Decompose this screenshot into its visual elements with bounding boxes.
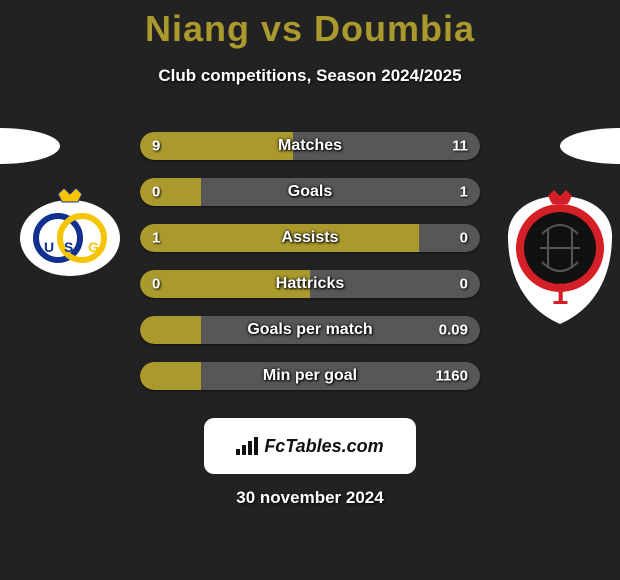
stat-row: Goals per match 0.09 <box>140 316 480 344</box>
stat-bar-right <box>419 224 480 252</box>
stat-row: Assists 1 0 <box>140 224 480 252</box>
usg-crest: U S G <box>18 188 122 276</box>
stat-bar-left <box>140 362 201 390</box>
antwerp-crest: 1 <box>500 188 620 328</box>
stat-value-left: 1 <box>152 230 160 247</box>
brand-text: FcTables.com <box>264 436 383 457</box>
stat-bar-left <box>140 316 201 344</box>
svg-text:G: G <box>88 239 99 255</box>
stat-label: Min per goal <box>263 367 357 385</box>
page-title: Niang vs Doumbia <box>0 8 620 50</box>
stat-bar-left <box>140 224 419 252</box>
stat-value-right: 0 <box>460 230 468 247</box>
stat-bar-left <box>140 178 201 206</box>
brand-bars-icon <box>236 437 258 455</box>
stat-bar-right <box>201 178 480 206</box>
stat-label: Assists <box>282 229 339 247</box>
player-right-ellipse <box>560 128 620 164</box>
stat-value-right: 1160 <box>435 368 468 385</box>
stat-label: Matches <box>278 137 342 155</box>
player-left-ellipse <box>0 128 60 164</box>
stat-label: Goals per match <box>247 321 372 339</box>
stat-bar-left <box>140 132 293 160</box>
stat-value-left: 9 <box>152 138 160 155</box>
stat-value-right: 0.09 <box>439 322 468 339</box>
stat-row: Min per goal 1160 <box>140 362 480 390</box>
stat-label: Hattricks <box>276 275 344 293</box>
stat-value-right: 1 <box>460 184 468 201</box>
svg-text:U: U <box>44 239 54 255</box>
brand-badge: FcTables.com <box>204 418 416 474</box>
stat-label: Goals <box>288 183 332 201</box>
stat-bars: Matches911Goals01Assists10Hattricks00Goa… <box>140 132 480 408</box>
stat-value-left: 0 <box>152 184 160 201</box>
infographic-container: Niang vs Doumbia Club competitions, Seas… <box>0 0 620 508</box>
stat-value-left: 0 <box>152 276 160 293</box>
comparison-area: U S G 1 Matches911Goals01Assists10Hattri… <box>0 110 620 410</box>
svg-text:1: 1 <box>552 278 569 311</box>
stat-value-right: 0 <box>460 276 468 293</box>
stat-row: Goals 0 1 <box>140 178 480 206</box>
svg-text:S: S <box>64 239 73 255</box>
stat-row: Hattricks 0 0 <box>140 270 480 298</box>
subtitle: Club competitions, Season 2024/2025 <box>0 66 620 86</box>
date: 30 november 2024 <box>0 488 620 508</box>
stat-value-right: 11 <box>452 138 468 155</box>
stat-row: Matches 9 11 <box>140 132 480 160</box>
